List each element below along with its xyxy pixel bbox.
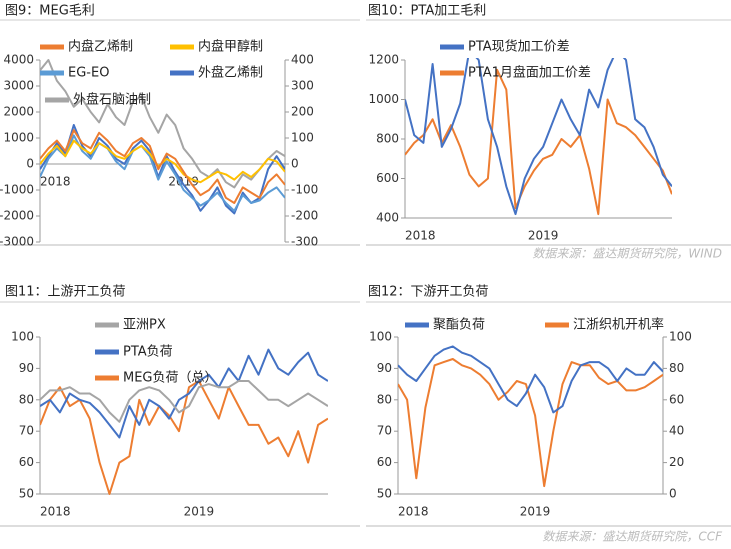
legend-label: MEG负荷（总） (123, 371, 218, 386)
chart-title: 图10：PTA加工毛利 (368, 4, 486, 19)
y-tick-label: 100 (11, 330, 34, 344)
y-tick-label: 60 (377, 455, 392, 469)
y-tick-label: 90 (19, 361, 34, 375)
y-tick-label: 70 (19, 424, 34, 438)
legend-label: EG-EO (68, 66, 109, 81)
y-tick-label: 50 (19, 487, 34, 501)
legend-label: 内盘乙烯制 (68, 39, 133, 55)
y2-tick-label: -100 (291, 183, 318, 197)
chart-title: 图9：MEG毛利 (5, 4, 95, 19)
y2-tick-label: 20 (669, 455, 684, 469)
y2-tick-label: -200 (291, 209, 318, 223)
y-tick-label: 1000 (3, 131, 34, 145)
y2-tick-label: 100 (669, 330, 692, 344)
y-tick-label: 600 (376, 171, 399, 185)
y-tick-label: -3000 (0, 235, 34, 249)
chart-title: 图12：下游开工负荷 (368, 285, 489, 300)
legend-label: 外盘石脑油制 (73, 92, 151, 108)
series-line (40, 134, 285, 212)
x-tick-label: 2019 (528, 229, 559, 243)
legend-label: 聚酯负荷 (433, 318, 485, 333)
y-tick-label: 100 (369, 330, 392, 344)
x-tick-label: 2018 (40, 175, 71, 189)
legend-label: PTA负荷 (123, 345, 173, 360)
legend-label: 亚洲PX (123, 318, 166, 333)
y-tick-label: 0 (26, 157, 34, 171)
y2-tick-label: 300 (291, 79, 314, 93)
y-tick-label: 70 (377, 424, 392, 438)
chart-title: 图11：上游开工负荷 (5, 285, 126, 300)
y-tick-label: 1200 (368, 53, 399, 67)
y2-tick-label: 0 (291, 157, 299, 171)
y2-tick-label: 60 (669, 392, 684, 406)
series-line (40, 129, 285, 204)
x-tick-label: 2018 (398, 505, 429, 519)
y2-tick-label: -300 (291, 235, 318, 249)
legend-label: 内盘甲醇制 (198, 39, 263, 55)
y-tick-label: 400 (376, 211, 399, 225)
y-tick-label: 50 (377, 487, 392, 501)
y-tick-label: 60 (19, 455, 34, 469)
y-tick-label: 4000 (3, 53, 34, 67)
y-tick-label: 1000 (368, 92, 399, 106)
legend-label: 江浙织机开机率 (573, 317, 664, 333)
series-line (40, 348, 328, 439)
y-tick-label: -1000 (0, 183, 34, 197)
y-tick-label: 90 (377, 361, 392, 375)
series-line (405, 58, 672, 216)
y-tick-label: 80 (377, 392, 392, 406)
source: 数据来源：盛达期货研究院，CCF (542, 530, 723, 544)
x-tick-label: 2019 (184, 505, 215, 519)
series-line (405, 68, 672, 216)
series-line (40, 380, 328, 495)
y2-tick-label: 80 (669, 361, 684, 375)
series-line (40, 380, 328, 423)
x-tick-label: 2018 (405, 229, 436, 243)
legend-label: 外盘乙烯制 (198, 65, 263, 81)
series-line (398, 358, 663, 488)
y-tick-label: 800 (376, 132, 399, 146)
source: 数据来源：盛达期货研究院，WIND (532, 247, 722, 261)
legend-label: PTA现货加工价差 (468, 39, 570, 55)
y-tick-label: 2000 (3, 105, 34, 119)
y2-tick-label: 200 (291, 105, 314, 119)
y2-tick-label: 40 (669, 424, 684, 438)
y-tick-label: -2000 (0, 209, 34, 223)
x-tick-label: 2019 (520, 505, 551, 519)
y2-tick-label: 100 (291, 131, 314, 145)
series-line (398, 345, 663, 414)
y-tick-label: 3000 (3, 79, 34, 93)
y-tick-label: 80 (19, 392, 34, 406)
series-line (40, 59, 285, 189)
y2-tick-label: 0 (669, 487, 677, 501)
x-tick-label: 2018 (40, 505, 71, 519)
y2-tick-label: 400 (291, 53, 314, 67)
legend-label: PTA1月盘面加工价差 (468, 65, 591, 81)
